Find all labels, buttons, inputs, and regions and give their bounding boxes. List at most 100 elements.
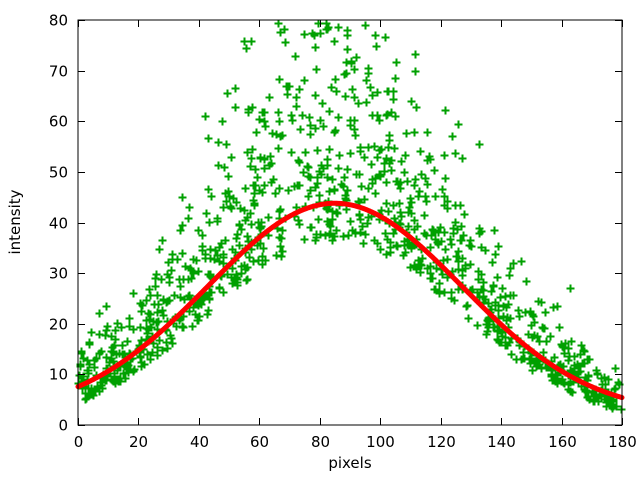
- scatter-point: [529, 312, 538, 321]
- scatter-point: [219, 250, 228, 259]
- scatter-point: [228, 264, 237, 273]
- scatter-point: [205, 218, 214, 227]
- scatter-point: [330, 186, 339, 195]
- scatter-point: [253, 241, 262, 250]
- scatter-point: [325, 145, 334, 154]
- scatter-point: [260, 181, 269, 190]
- scatter-point: [401, 248, 410, 257]
- scatter-point: [361, 21, 370, 30]
- scatter-point: [323, 155, 332, 164]
- scatter-point: [284, 186, 293, 195]
- scatter-point: [610, 385, 619, 394]
- scatter-point: [441, 174, 450, 183]
- scatter-point: [467, 242, 476, 251]
- scatter-point: [364, 69, 373, 78]
- scatter-point: [489, 282, 498, 291]
- scatter-point: [306, 186, 315, 195]
- scatter-point: [354, 197, 363, 206]
- axes-frame: [77, 19, 623, 426]
- scatter-point: [227, 153, 236, 162]
- scatter-point: [222, 197, 231, 206]
- scatter-point: [123, 337, 132, 346]
- scatter-point: [149, 317, 158, 326]
- fit-curve-path: [75, 200, 625, 401]
- scatter-point: [397, 212, 406, 221]
- scatter-point: [155, 336, 164, 345]
- scatter-point: [137, 336, 146, 345]
- scatter-point: [240, 37, 249, 46]
- scatter-point: [295, 220, 304, 229]
- scatter-point: [496, 293, 505, 302]
- scatter-point: [401, 151, 410, 160]
- scatter-point: [271, 189, 280, 198]
- scatter-point: [541, 308, 550, 317]
- scatter-point: [102, 353, 111, 362]
- scatter-point: [477, 243, 486, 252]
- scatter-point: [517, 355, 526, 364]
- scatter-point: [411, 175, 420, 184]
- scatter-point: [410, 225, 419, 234]
- scatter-point: [547, 366, 556, 375]
- scatter-point: [112, 350, 121, 359]
- scatter-point: [410, 181, 419, 190]
- scatter-point: [435, 279, 444, 288]
- scatter-point: [494, 301, 503, 310]
- plot-frame: [77, 19, 623, 426]
- scatter-point: [557, 377, 566, 386]
- scatter-point: [504, 300, 513, 309]
- scatter-point: [532, 362, 541, 371]
- scatter-point: [454, 247, 463, 256]
- scatter-point: [389, 95, 398, 104]
- scatter-point: [256, 154, 265, 163]
- scatter-point: [393, 242, 402, 251]
- scatter-point: [165, 278, 174, 287]
- scatter-point: [248, 145, 257, 154]
- scatter-point: [528, 366, 537, 375]
- scatter-point: [549, 303, 558, 312]
- scatter-point: [490, 226, 499, 235]
- scatter-point: [373, 153, 382, 162]
- scatter-point: [90, 363, 99, 372]
- scatter-point: [278, 247, 287, 256]
- scatter-point: [260, 117, 269, 126]
- scatter-point: [339, 182, 348, 191]
- scatter-point: [343, 186, 352, 195]
- scatter-point: [123, 360, 132, 369]
- scatter-point: [475, 293, 484, 302]
- scatter-point: [525, 355, 534, 364]
- scatter-point: [318, 99, 327, 108]
- x-tick-label: 0: [74, 433, 84, 451]
- scatter-point: [242, 276, 251, 285]
- scatter-point: [294, 216, 303, 225]
- scatter-point: [313, 146, 322, 155]
- scatter-point: [423, 264, 432, 273]
- scatter-point: [231, 84, 240, 93]
- scatter-point: [102, 302, 111, 311]
- scatter-point: [311, 43, 320, 52]
- scatter-point: [306, 121, 315, 130]
- scatter-point: [590, 390, 599, 399]
- scatter-point: [251, 181, 260, 190]
- scatter-point: [417, 170, 426, 179]
- scatter-point: [225, 192, 234, 201]
- tick-marks-layer: [77, 19, 624, 427]
- scatter-point: [213, 251, 222, 260]
- scatter-point: [451, 218, 460, 227]
- scatter-point: [348, 85, 357, 94]
- scatter-point: [167, 334, 176, 343]
- scatter-point: [407, 198, 416, 207]
- scatter-point: [431, 285, 440, 294]
- scatter-point: [181, 262, 190, 271]
- scatter-point: [460, 210, 469, 219]
- scatter-point: [332, 226, 341, 235]
- scatter-point: [412, 103, 421, 112]
- scatter-point: [77, 349, 86, 358]
- scatter-point: [137, 358, 146, 367]
- scatter-point: [102, 326, 111, 335]
- scatter-point: [435, 289, 444, 298]
- scatter-point: [330, 37, 339, 46]
- scatter-point: [218, 117, 227, 126]
- scatter-point: [499, 312, 508, 321]
- scatter-point: [514, 306, 523, 315]
- scatter-point: [539, 348, 548, 357]
